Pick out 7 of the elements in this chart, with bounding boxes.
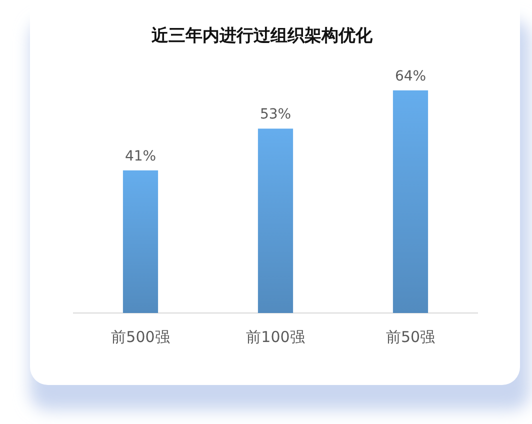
- x-tick-label: 前100强: [246, 328, 305, 346]
- x-tick-label: 前50强: [386, 328, 436, 346]
- chart-title: 近三年内进行过组织架构优化: [150, 26, 374, 46]
- data-label: 53%: [260, 106, 292, 123]
- x-tick-label: 前500强: [111, 328, 170, 346]
- data-label: 41%: [124, 148, 156, 164]
- data-label: 64%: [394, 68, 426, 84]
